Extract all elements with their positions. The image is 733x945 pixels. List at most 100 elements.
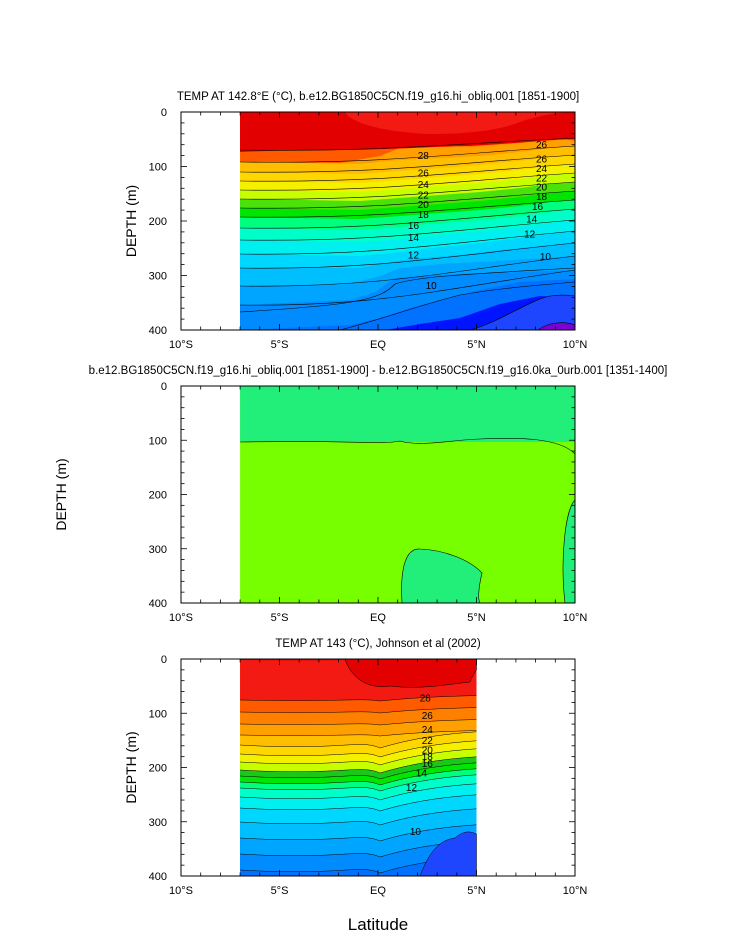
y-tick-label: 300 xyxy=(149,817,167,829)
x-tick-label: EQ xyxy=(370,339,386,351)
contour-label: 28 xyxy=(418,151,430,162)
contour-label: 24 xyxy=(418,180,430,191)
contour-line xyxy=(240,137,575,151)
contour-fill xyxy=(240,659,477,876)
y-tick-label: 0 xyxy=(161,107,167,119)
y-tick-label: 100 xyxy=(149,435,167,447)
contour-line xyxy=(240,219,575,241)
contour-line xyxy=(240,768,477,786)
contour-label: 26 xyxy=(536,140,548,151)
contour-line xyxy=(240,808,477,826)
contour-label: 26 xyxy=(536,154,548,165)
contour-label: 24 xyxy=(536,164,548,175)
contour-line xyxy=(240,774,477,792)
y-axis-title: DEPTH (m) xyxy=(123,731,139,803)
contour-line xyxy=(240,172,575,191)
y-tick-label: 200 xyxy=(149,763,167,775)
contour-line xyxy=(240,269,575,306)
contour-line xyxy=(240,230,575,255)
contour-fill xyxy=(240,386,575,603)
contour-label: 22 xyxy=(422,736,434,747)
deep-lobe xyxy=(419,831,477,876)
band-30 xyxy=(345,112,575,134)
contour-line xyxy=(240,730,477,737)
y-tick-label: 0 xyxy=(161,381,167,393)
contour-label: 14 xyxy=(526,214,538,225)
contour-label: 28 xyxy=(420,694,432,705)
x-tick-label: 5°N xyxy=(467,885,486,897)
x-tick-label: EQ xyxy=(370,885,386,897)
contour-line xyxy=(240,255,575,287)
y-tick-label: 100 xyxy=(149,162,167,174)
y-tick-label: 0 xyxy=(161,654,167,666)
y-tick-label: 100 xyxy=(149,708,167,720)
contour-line xyxy=(240,756,477,774)
contour-line xyxy=(339,281,575,330)
x-tick-label: 10°N xyxy=(563,885,588,897)
contour-line xyxy=(240,783,477,801)
contour-label: 24 xyxy=(422,725,434,736)
contour-line xyxy=(240,748,477,766)
contour-line xyxy=(240,199,575,218)
panel-title: TEMP AT 142.8°E (°C), b.e12.BG1850C5CN.f… xyxy=(177,91,579,103)
panel-title: TEMP AT 143 (°C), Johnson et al (2002) xyxy=(275,638,480,650)
x-tick-label: 5°N xyxy=(467,612,486,624)
contour-line xyxy=(240,437,575,455)
deep-lobe-violet xyxy=(537,322,575,330)
y-tick-label: 300 xyxy=(149,544,167,556)
contour-line xyxy=(240,719,477,726)
contour-fill xyxy=(240,112,575,330)
contour-label: 20 xyxy=(418,200,430,211)
panel-title: b.e12.BG1850C5CN.f19_g16.hi_obliq.001 [1… xyxy=(89,365,668,377)
panel-2: 10°S 5°S EQ 5°N 10°N 0 100 200 300 400 b.e12.BG185… xyxy=(53,365,667,624)
y-tick-label: 200 xyxy=(149,216,167,228)
x-tick-label: 10°N xyxy=(563,339,588,351)
contour-line xyxy=(240,267,575,313)
x-axis-title: Latitude xyxy=(348,915,409,934)
contour-label: 16 xyxy=(408,221,420,232)
contour-label: 10 xyxy=(540,252,552,263)
y-tick-label: 300 xyxy=(149,271,167,283)
contour-label: 14 xyxy=(416,768,428,779)
contour-label: 26 xyxy=(418,169,430,180)
x-tick-label: 10°N xyxy=(563,612,588,624)
x-tick-label: 5°S xyxy=(271,339,289,351)
y-tick-label: 200 xyxy=(149,490,167,502)
contour-label: 18 xyxy=(536,192,548,203)
contour-line xyxy=(240,145,575,163)
x-tick-label: 5°S xyxy=(271,885,289,897)
contour-line xyxy=(240,163,575,182)
x-tick-label: 5°S xyxy=(271,612,289,624)
contour-line xyxy=(240,190,575,209)
y-tick-label: 400 xyxy=(149,598,167,610)
contour-label: 22 xyxy=(536,173,548,184)
contour-line xyxy=(240,762,477,780)
y-tick-label: 400 xyxy=(149,325,167,337)
contour-label: 20 xyxy=(422,746,434,757)
x-tick-label: 10°S xyxy=(169,612,193,624)
contour-label: 12 xyxy=(524,230,536,241)
contour-label: 20 xyxy=(536,183,548,194)
x-tick-label: 10°S xyxy=(169,339,193,351)
contour-line xyxy=(240,794,477,812)
contour-label: 18 xyxy=(418,210,430,221)
contour-label: 16 xyxy=(422,759,434,770)
contour-line xyxy=(240,824,477,842)
contour-label: 10 xyxy=(410,827,422,838)
contour-label: 12 xyxy=(408,250,420,261)
contour-label: 26 xyxy=(422,711,434,722)
contour-label: 18 xyxy=(422,752,434,763)
y-axis-title: DEPTH (m) xyxy=(123,185,139,257)
band-29 xyxy=(344,659,477,688)
contour-line xyxy=(240,740,477,758)
contour-label: 22 xyxy=(418,190,430,201)
x-tick-label: EQ xyxy=(370,612,386,624)
x-tick-label: 10°S xyxy=(169,885,193,897)
contour-label: 12 xyxy=(406,783,418,794)
contour-line xyxy=(240,181,575,200)
contour-label: 16 xyxy=(532,202,544,213)
y-axis-title: DEPTH (m) xyxy=(53,458,69,530)
contour-line xyxy=(240,242,575,269)
